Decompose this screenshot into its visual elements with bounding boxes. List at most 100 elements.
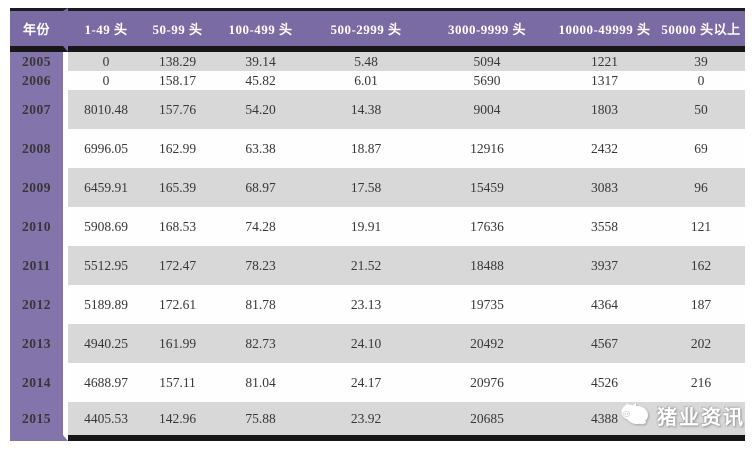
value-cell: 20976 xyxy=(422,363,552,402)
value-cell: 50 xyxy=(657,90,745,129)
value-cell: 3558 xyxy=(552,207,657,246)
value-cell: 157.11 xyxy=(144,363,211,402)
value-cell: 12916 xyxy=(422,129,552,168)
value-cell: 19735 xyxy=(422,285,552,324)
value-cell: 75.88 xyxy=(211,402,310,441)
value-cell: 68.97 xyxy=(211,168,310,207)
value-cell: 8010.48 xyxy=(68,90,144,129)
value-cell: 4405.53 xyxy=(68,402,144,441)
value-cell: 82.73 xyxy=(211,324,310,363)
value-cell: 216 xyxy=(657,363,745,402)
year-cell: 2007 xyxy=(10,90,68,129)
value-cell: 3937 xyxy=(552,246,657,285)
value-cell xyxy=(657,402,745,441)
value-cell: 9004 xyxy=(422,90,552,129)
table-row-2012: 2012 5189.89 172.61 81.78 23.13 19735 4364 187 xyxy=(10,285,745,324)
column-header-500-2999: 500-2999 头 xyxy=(310,8,422,52)
column-header-10000-49999: 10000-49999 头 xyxy=(552,8,657,52)
value-cell: 21.52 xyxy=(310,246,422,285)
value-cell: 18.87 xyxy=(310,129,422,168)
value-cell: 3083 xyxy=(552,168,657,207)
table-row-2006: 2006 0 158.17 45.82 6.01 5690 1317 0 xyxy=(10,71,745,90)
value-cell: 74.28 xyxy=(211,207,310,246)
value-cell: 69 xyxy=(657,129,745,168)
table-row-2008: 2008 6996.05 162.99 63.38 18.87 12916 2432 69 xyxy=(10,129,745,168)
value-cell: 23.92 xyxy=(310,402,422,441)
value-cell: 78.23 xyxy=(211,246,310,285)
value-cell: 2432 xyxy=(552,129,657,168)
table-row-2011: 2011 5512.95 172.47 78.23 21.52 18488 3937 162 xyxy=(10,246,745,285)
year-cell: 2011 xyxy=(10,246,68,285)
year-cell: 2012 xyxy=(10,285,68,324)
value-cell: 138.29 xyxy=(144,52,211,71)
value-cell: 142.96 xyxy=(144,402,211,441)
year-cell: 2005 xyxy=(10,52,68,71)
table-row-2009: 2009 6459.91 165.39 68.97 17.58 15459 3083 96 xyxy=(10,168,745,207)
column-header-1-49: 1-49 头 xyxy=(68,8,144,52)
value-cell: 187 xyxy=(657,285,745,324)
value-cell: 121 xyxy=(657,207,745,246)
value-cell: 20685 xyxy=(422,402,552,441)
table-header: 年份 1-49 头 50-99 头 100-499 头 500-2999 头 3… xyxy=(10,8,745,52)
year-cell: 2010 xyxy=(10,207,68,246)
year-cell: 2008 xyxy=(10,129,68,168)
value-cell: 6996.05 xyxy=(68,129,144,168)
value-cell: 81.04 xyxy=(211,363,310,402)
value-cell: 23.13 xyxy=(310,285,422,324)
table-body: 2005 0 138.29 39.14 5.48 5094 1221 39 2006 0 158.1… xyxy=(10,52,745,441)
pig-farm-scale-table: 年份 1-49 头 50-99 头 100-499 头 500-2999 头 3… xyxy=(10,8,745,441)
value-cell: 18488 xyxy=(422,246,552,285)
value-cell: 6.01 xyxy=(310,71,422,90)
value-cell: 4388 xyxy=(552,402,657,441)
value-cell: 6459.91 xyxy=(68,168,144,207)
table-row-2015: 2015 4405.53 142.96 75.88 23.92 20685 4388 xyxy=(10,402,745,441)
column-header-100-499: 100-499 头 xyxy=(211,8,310,52)
value-cell: 162.99 xyxy=(144,129,211,168)
value-cell: 4688.97 xyxy=(68,363,144,402)
value-cell: 96 xyxy=(657,168,745,207)
value-cell: 19.91 xyxy=(310,207,422,246)
value-cell: 15459 xyxy=(422,168,552,207)
value-cell: 17636 xyxy=(422,207,552,246)
value-cell: 5094 xyxy=(422,52,552,71)
value-cell: 24.10 xyxy=(310,324,422,363)
value-cell: 5189.89 xyxy=(68,285,144,324)
value-cell: 4940.25 xyxy=(68,324,144,363)
column-header-50-99: 50-99 头 xyxy=(144,8,211,52)
value-cell: 157.76 xyxy=(144,90,211,129)
value-cell: 5690 xyxy=(422,71,552,90)
value-cell: 1803 xyxy=(552,90,657,129)
column-header-3000-9999: 3000-9999 头 xyxy=(422,8,552,52)
value-cell: 165.39 xyxy=(144,168,211,207)
table-row-2010: 2010 5908.69 168.53 74.28 19.91 17636 3558 121 xyxy=(10,207,745,246)
year-cell: 2009 xyxy=(10,168,68,207)
year-cell: 2015 xyxy=(10,402,68,441)
value-cell: 63.38 xyxy=(211,129,310,168)
value-cell: 172.61 xyxy=(144,285,211,324)
value-cell: 5908.69 xyxy=(68,207,144,246)
column-header-year: 年份 xyxy=(10,8,68,52)
year-cell: 2014 xyxy=(10,363,68,402)
value-cell: 39 xyxy=(657,52,745,71)
year-cell: 2006 xyxy=(10,71,68,90)
header-row: 年份 1-49 头 50-99 头 100-499 头 500-2999 头 3… xyxy=(10,8,745,52)
value-cell: 161.99 xyxy=(144,324,211,363)
value-cell: 81.78 xyxy=(211,285,310,324)
value-cell: 1221 xyxy=(552,52,657,71)
column-header-50000-plus: 50000 头以上 xyxy=(657,8,745,52)
value-cell: 45.82 xyxy=(211,71,310,90)
value-cell: 168.53 xyxy=(144,207,211,246)
value-cell: 4526 xyxy=(552,363,657,402)
table-row-2013: 2013 4940.25 161.99 82.73 24.10 20492 4567 202 xyxy=(10,324,745,363)
value-cell: 17.58 xyxy=(310,168,422,207)
value-cell: 158.17 xyxy=(144,71,211,90)
value-cell: 14.38 xyxy=(310,90,422,129)
value-cell: 54.20 xyxy=(211,90,310,129)
value-cell: 202 xyxy=(657,324,745,363)
value-cell: 4567 xyxy=(552,324,657,363)
value-cell: 5512.95 xyxy=(68,246,144,285)
value-cell: 24.17 xyxy=(310,363,422,402)
value-cell: 162 xyxy=(657,246,745,285)
value-cell: 0 xyxy=(68,52,144,71)
